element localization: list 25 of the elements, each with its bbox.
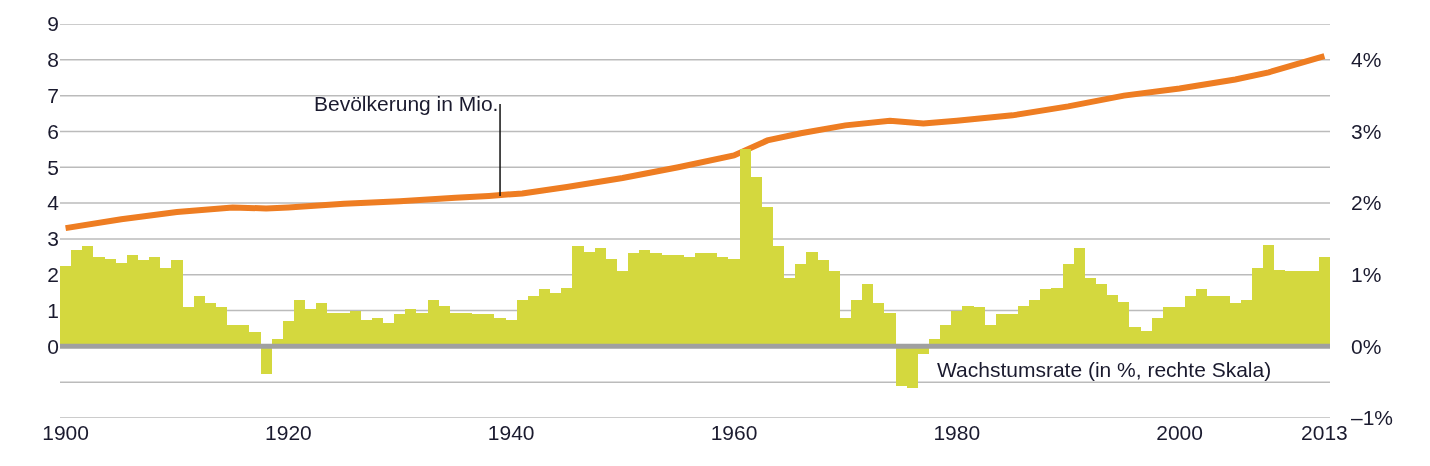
- y2-tick-label: 0%: [1351, 334, 1382, 358]
- x-tick-label: 1900: [42, 421, 89, 444]
- y-tick-label: 8: [47, 48, 59, 72]
- y2-tick-label: 1%: [1351, 263, 1382, 287]
- y-tick-label: 7: [47, 83, 59, 107]
- y2-tick-label: 3%: [1351, 119, 1382, 143]
- y-tick-label: 3: [47, 227, 59, 251]
- y2-tick-label: 2%: [1351, 191, 1382, 215]
- y-tick-label: 9: [47, 12, 59, 36]
- x-tick-label: 2013: [1301, 421, 1348, 444]
- y-tick-label: 1: [47, 298, 59, 322]
- y-tick-label: 0: [47, 334, 59, 358]
- x-tick-label: 1920: [265, 421, 312, 444]
- y-tick-label: 2: [47, 263, 59, 287]
- y-tick-label: 5: [47, 155, 59, 179]
- y2-tick-label: 4%: [1351, 48, 1382, 72]
- y-tick-label: 6: [47, 119, 59, 143]
- x-tick-label: 1940: [487, 421, 535, 444]
- x-tick-label: 1980: [933, 421, 981, 444]
- y2-tick-label: –1%: [1351, 406, 1394, 430]
- y-tick-label: 4: [47, 191, 60, 215]
- x-tick-label: 1960: [710, 421, 758, 444]
- annotation: Bevölkerung in Mio.: [314, 92, 499, 115]
- x-tick-label: 2000: [1156, 421, 1203, 444]
- annotation: Wachstumsrate (in %, rechte Skala): [937, 358, 1272, 381]
